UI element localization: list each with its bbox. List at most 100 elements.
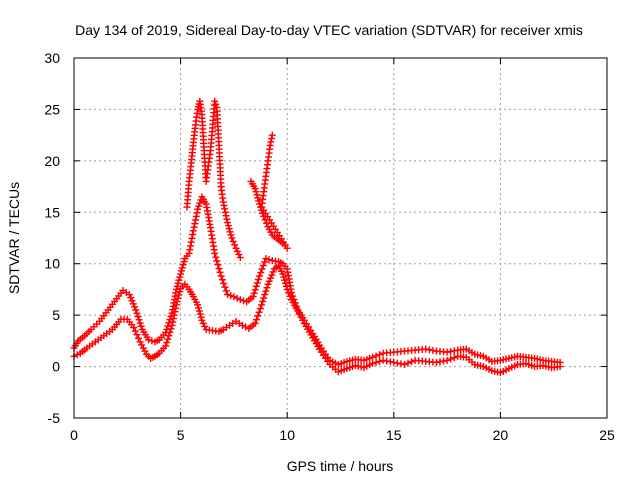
- data-point: [299, 316, 307, 324]
- data-point: [447, 355, 455, 363]
- y-tick-label: 30: [44, 50, 60, 66]
- data-point: [229, 237, 237, 245]
- data-point: [186, 246, 194, 254]
- y-tick-label: -5: [48, 410, 61, 426]
- data-point: [136, 319, 144, 327]
- data-point: [285, 289, 293, 297]
- data-point: [176, 273, 184, 281]
- data-point: [286, 292, 294, 300]
- data-point: [165, 332, 173, 340]
- data-point: [279, 270, 287, 278]
- plot-frame: [73, 57, 608, 419]
- y-tick-label: 0: [52, 359, 60, 375]
- data-point: [217, 272, 225, 280]
- data-point: [253, 191, 261, 199]
- data-point: [266, 141, 274, 149]
- data-point: [215, 265, 223, 273]
- y-tick-label: 20: [44, 153, 60, 169]
- data-point: [233, 294, 241, 302]
- data-point: [368, 353, 376, 361]
- data-point: [192, 212, 200, 220]
- data-point: [216, 268, 224, 276]
- data-point: [133, 331, 141, 339]
- data-point: [260, 294, 268, 302]
- data-point: [218, 276, 226, 284]
- y-tick-labels: -5 0 5 10 15 20 25 30: [44, 50, 60, 426]
- data-point: [134, 334, 142, 342]
- data-point: [180, 258, 188, 266]
- x-tick-label: 20: [493, 427, 509, 443]
- data-point: [195, 304, 203, 312]
- data-point: [268, 135, 276, 143]
- data-point: [230, 293, 238, 301]
- data-point: [139, 344, 147, 352]
- data-point: [196, 199, 204, 207]
- data-point: [295, 310, 303, 318]
- data-point: [197, 313, 205, 321]
- data-point: [224, 291, 232, 299]
- data-point: [187, 242, 195, 250]
- data-point: [212, 100, 220, 108]
- data-point: [131, 303, 139, 311]
- x-tick-label: 5: [177, 427, 185, 443]
- data-point: [169, 315, 177, 323]
- data-point: [265, 277, 273, 285]
- data-point: [255, 272, 263, 280]
- data-point: [132, 306, 140, 314]
- data-point: [128, 297, 136, 305]
- data-point: [164, 335, 172, 343]
- data-point: [168, 321, 176, 329]
- data-point: [224, 219, 232, 227]
- y-tick-label: 15: [44, 204, 60, 220]
- data-point: [220, 201, 228, 209]
- data-point: [228, 234, 236, 242]
- data-point: [267, 138, 275, 146]
- y-tick-label: 10: [44, 256, 60, 272]
- data-point: [255, 308, 263, 316]
- data-point: [192, 216, 200, 224]
- x-axis-label: GPS time / hours: [287, 458, 394, 474]
- data-point: [212, 253, 220, 261]
- data-point: [281, 276, 289, 284]
- data-point: [261, 258, 269, 266]
- data-point: [368, 359, 376, 367]
- data-point: [178, 264, 186, 272]
- data-point: [257, 269, 265, 277]
- data-point: [263, 284, 271, 292]
- data-point: [195, 307, 203, 315]
- data-point: [235, 250, 243, 258]
- x-tick-label: 10: [279, 427, 295, 443]
- data-point: [224, 222, 232, 230]
- data-point: [372, 352, 380, 360]
- data-point: [222, 212, 230, 220]
- data-point: [133, 309, 141, 317]
- data-point: [136, 338, 144, 346]
- x-tick-label: 25: [599, 427, 615, 443]
- data-point: [130, 323, 138, 331]
- data-point: [408, 358, 416, 366]
- data-point: [265, 256, 273, 264]
- data-point: [227, 231, 235, 239]
- data-point: [280, 273, 288, 281]
- data-point: [221, 205, 229, 213]
- data-point: [249, 293, 257, 301]
- data-point: [556, 363, 564, 371]
- data-point: [255, 197, 263, 205]
- data-point: [163, 339, 171, 347]
- data-point: [404, 359, 412, 367]
- data-point: [282, 282, 290, 290]
- data-point: [233, 247, 241, 255]
- data-point: [268, 271, 276, 279]
- data-point: [254, 275, 262, 283]
- data-point: [252, 188, 260, 196]
- data-point: [201, 322, 209, 330]
- data-point: [221, 283, 229, 291]
- data-point: [219, 198, 227, 206]
- data-point: [176, 288, 184, 296]
- data-point: [261, 291, 269, 299]
- data-point: [232, 244, 240, 252]
- data-point: [376, 351, 384, 359]
- data-point: [162, 342, 170, 350]
- data-point: [196, 310, 204, 318]
